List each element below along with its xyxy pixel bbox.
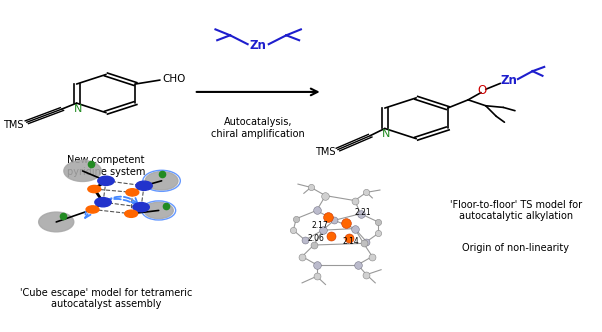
Circle shape [133,203,149,212]
Text: New competent
pyridine system: New competent pyridine system [67,155,145,177]
Circle shape [39,212,74,232]
Text: Zn: Zn [501,74,518,87]
Text: N: N [74,104,82,114]
Text: TMS: TMS [314,147,335,157]
Text: Zn: Zn [250,39,267,52]
Text: 2.17: 2.17 [311,221,328,230]
Circle shape [98,176,114,186]
Circle shape [145,172,178,190]
Circle shape [86,206,99,213]
Circle shape [144,202,173,219]
Text: Autocatalysis,
chiral amplification: Autocatalysis, chiral amplification [211,117,305,139]
Circle shape [88,186,101,193]
Text: N: N [382,129,391,139]
Text: 2.06: 2.06 [307,234,324,243]
Text: Origin of non-linearity: Origin of non-linearity [462,243,569,253]
Circle shape [95,198,111,207]
Circle shape [64,160,101,182]
Text: TMS: TMS [4,120,24,130]
Text: CHO: CHO [163,74,185,84]
Text: O: O [477,84,487,97]
Circle shape [125,210,138,217]
Text: 2.21: 2.21 [354,208,371,216]
Text: 'Floor-to-floor' TS model for
autocatalytic alkylation: 'Floor-to-floor' TS model for autocataly… [450,200,582,221]
Text: 2.14: 2.14 [343,237,359,246]
Text: 'Cube escape' model for tetrameric
autocatalyst assembly: 'Cube escape' model for tetrameric autoc… [20,288,192,309]
Circle shape [136,181,152,190]
Circle shape [126,189,139,196]
